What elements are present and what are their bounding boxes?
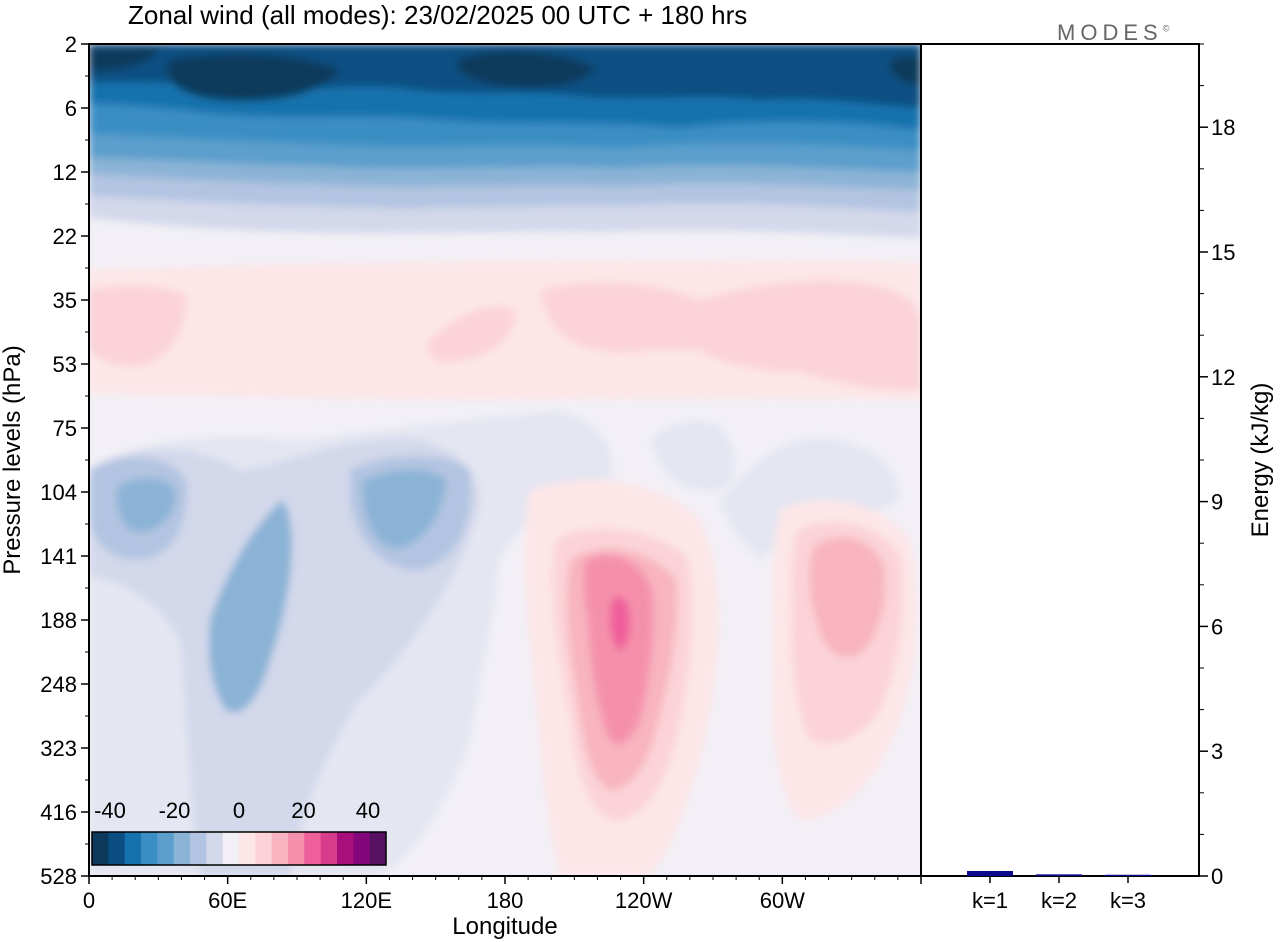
x-tick-label: 120W [615,888,673,913]
y-tick-label: 416 [40,800,77,825]
colorbar-cell [157,832,175,865]
colorbar-cell [173,832,191,865]
logo-text: MODES [1057,20,1163,45]
energy-tick-label: 0 [1211,864,1223,889]
contour-field [89,44,921,876]
energy-bar [1105,874,1151,876]
energy-tick-label: 12 [1211,365,1235,390]
y-tick-label: 22 [53,224,77,249]
y-tick-label: 323 [40,736,77,761]
colorbar-cell [141,832,158,865]
colorbar-cell [255,832,273,865]
x-tick-label: 120E [341,888,392,913]
colorbar-cell [222,832,240,865]
colorbar-cell [190,832,207,865]
energy-panel-frame [920,43,1200,877]
y-tick-label: 141 [40,544,77,569]
colorbar-cell [369,832,387,865]
colorbar-cell [288,832,305,865]
energy-categories: k=1 k=2 k=3 [972,876,1146,913]
x-tick-label: 60W [760,888,805,913]
y-tick-label: 53 [53,352,77,377]
colorbar-cell [353,832,371,865]
modes-logo: MODES© [1057,20,1169,46]
pressure-axis: 2 6 12 22 35 53 75 104 141 188 248 323 416 528 [40,32,89,889]
colorbar-cell [320,832,338,865]
energy-tick-label: 3 [1211,739,1223,764]
y-axis-label: Pressure levels (hPa) [0,345,26,574]
y-tick-label: 75 [53,416,77,441]
energy-tick-label: 6 [1211,614,1223,639]
energy-bars [967,871,1151,876]
y-tick-label: 528 [40,864,77,889]
energy-bar [1036,874,1082,876]
colorbar-tick-label: 0 [233,798,245,823]
chart-title: Zonal wind (all modes): 23/02/2025 00 UT… [128,0,748,30]
x-tick-label: 60E [208,888,247,913]
colorbar-cell [337,832,354,865]
energy-axis-label: Energy (kJ/kg) [1247,383,1274,538]
logo-mark: © [1162,23,1170,34]
y-tick-label: 2 [65,32,77,57]
colorbar-cell [108,832,126,865]
colorbar-tick-label: 20 [291,798,315,823]
x-tick-label: 180 [487,888,524,913]
colorbar-tick-label: -40 [94,798,126,823]
colorbar-cell [92,832,109,865]
y-tick-label: 12 [53,160,77,185]
energy-bar [967,871,1013,876]
colorbar-cell [206,832,224,865]
energy-tick-label: 18 [1211,115,1235,140]
longitude-axis: 0 60E 120E 180 120W 60W [83,876,922,913]
x-tick-label: 0 [83,888,95,913]
x-axis-label: Longitude [452,913,557,940]
y-tick-label: 188 [40,608,77,633]
colorbar-cell [271,832,289,865]
energy-category-label: k=3 [1110,888,1146,913]
energy-category-label: k=1 [972,888,1008,913]
energy-tick-label: 15 [1211,240,1235,265]
colorbar-cell [304,832,322,865]
colorbar-tick-label: 40 [356,798,380,823]
colorbar-tick-label: -20 [159,798,191,823]
energy-tick-label: 9 [1211,490,1223,515]
colorbar-cell [239,832,256,865]
y-tick-label: 248 [40,672,77,697]
energy-category-label: k=2 [1041,888,1077,913]
y-tick-label: 6 [65,96,77,121]
colorbar: -40 -20 0 20 40 [91,798,387,866]
y-tick-label: 35 [53,288,77,313]
y-tick-label: 104 [40,480,77,505]
energy-axis: 0 3 6 9 12 15 18 [1199,43,1235,889]
colorbar-cell [124,832,142,865]
